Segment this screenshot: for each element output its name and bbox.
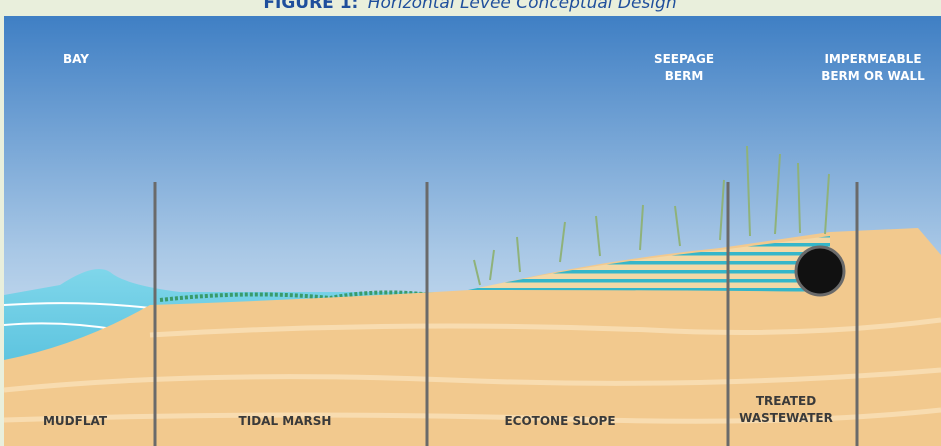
vegetation [473,145,830,286]
zone-label-line: TREATED [756,394,816,408]
title-italic: Horizontal Levee Conceptual Design [368,0,677,13]
labels: BAY SEEPAGE BERM IMPERMEABLE BERM OR WALL MUD… [43,52,925,428]
zone-label-line: TIDAL MARSH [239,414,332,428]
zone-label-line: ECOTONE SLOPE [504,414,615,428]
zone-label-line: WASTEWATER [739,411,833,425]
zone-label: TIDAL MARSH [239,414,332,428]
top-label-line: SEEPAGE [654,52,714,66]
title: FIGURE 1: Horizontal Levee Conceptual De… [263,0,676,13]
top-label: SEEPAGE BERM [654,52,714,83]
top-label-line: IMPERMEABLE [824,52,921,66]
zone-label: ECOTONE SLOPE [504,414,615,428]
zone-label: TREATED WASTEWATER [739,394,833,425]
title-bold: FIGURE 1: [263,0,358,13]
zone-label-line: MUDFLAT [43,414,108,428]
ecotone-layer [468,236,830,292]
marsh-grass [159,290,441,302]
top-label: BAY [63,52,89,66]
sand-layers [3,317,941,424]
pipe [794,245,846,297]
title-bar [0,0,941,16]
zone-label: MUDFLAT [43,414,108,428]
top-label-line: BAY [63,52,89,66]
top-label: IMPERMEABLE BERM OR WALL [821,52,925,83]
dividers [153,182,859,446]
top-label-line: BERM [665,69,704,83]
top-label-line: BERM OR WALL [821,69,925,83]
